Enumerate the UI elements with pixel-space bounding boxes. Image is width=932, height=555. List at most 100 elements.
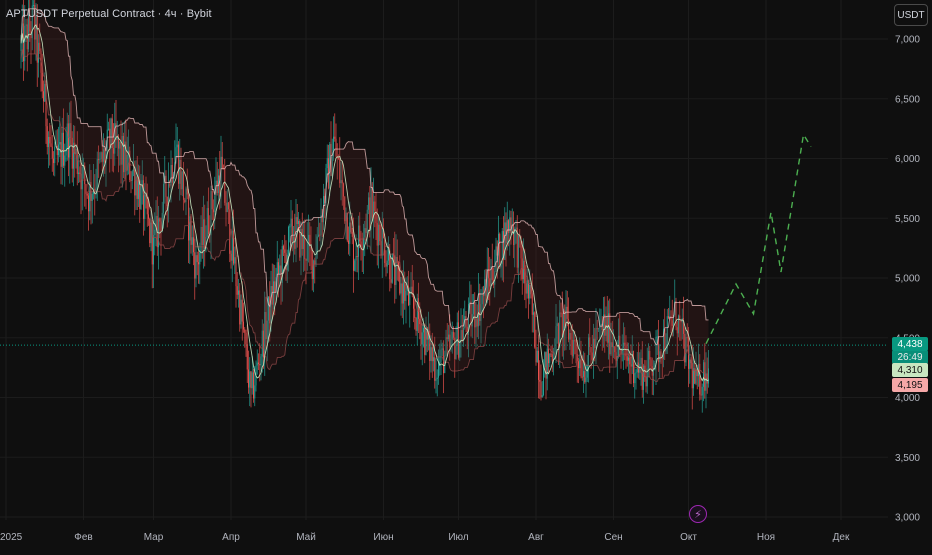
candle-body	[264, 311, 266, 358]
candle-body	[104, 149, 106, 163]
candle-body	[555, 326, 557, 358]
candle-body	[155, 215, 157, 230]
candle-body	[538, 350, 539, 380]
candle-body	[194, 252, 196, 279]
candle-body	[394, 255, 396, 285]
candle-body	[126, 154, 128, 171]
candle-body	[509, 217, 511, 233]
candle-body	[238, 290, 239, 295]
candle-body	[610, 342, 612, 355]
candle-body	[440, 349, 442, 362]
candle-body	[281, 246, 283, 283]
candle-body	[470, 301, 472, 327]
candle-body	[79, 172, 81, 174]
lightning-icon[interactable]: ⚡	[689, 505, 707, 523]
candle-body	[649, 350, 651, 360]
candle-body	[508, 220, 509, 233]
candle-body	[179, 159, 181, 184]
candle-body	[308, 234, 309, 242]
candle-body	[53, 158, 54, 164]
candle-body	[420, 324, 422, 345]
candle-body	[75, 148, 77, 154]
candle-body	[620, 349, 622, 354]
candle-body	[516, 227, 518, 268]
candle-body	[29, 14, 31, 32]
candle-body	[324, 196, 326, 204]
candle-body	[429, 330, 431, 361]
candle-body	[433, 357, 434, 362]
candle-body	[360, 241, 362, 250]
y-tick-label: 3,000	[895, 513, 920, 524]
candle-body	[49, 136, 51, 144]
candle-body	[259, 364, 261, 366]
candle-body	[183, 171, 184, 200]
candle-body	[201, 227, 203, 246]
candle-body	[603, 314, 604, 331]
candle-body	[195, 255, 197, 279]
candle-body	[241, 299, 243, 322]
candle-body	[666, 316, 668, 349]
candle-body	[50, 143, 52, 147]
candle-body	[78, 172, 79, 174]
candle-body	[456, 322, 458, 346]
candle-body	[409, 292, 411, 306]
candle-body	[656, 336, 658, 338]
candle-body	[531, 294, 533, 315]
upper-band-line	[20, 8, 709, 346]
candle-body	[358, 225, 359, 257]
candle-body	[271, 286, 273, 305]
candle-body	[301, 228, 303, 249]
y-tick-label: 6,500	[895, 94, 920, 105]
candle-body	[351, 232, 353, 237]
candle-body	[376, 223, 378, 246]
candle-body	[159, 218, 161, 222]
candle-body	[568, 318, 569, 340]
candle-body	[279, 265, 281, 275]
candle-body	[169, 184, 171, 186]
candle-body	[455, 345, 457, 360]
candle-body	[210, 191, 212, 236]
candle-body	[415, 317, 417, 331]
candle-body	[129, 150, 131, 180]
candle-body	[184, 199, 186, 203]
candle-body	[401, 283, 403, 304]
candle-body	[70, 123, 72, 138]
candle-body	[535, 347, 537, 363]
candle-body	[295, 217, 297, 249]
candle-body	[499, 233, 501, 268]
candle-body	[434, 357, 436, 381]
candle-body	[320, 215, 322, 235]
candle-body	[140, 184, 142, 209]
candle-body	[630, 364, 632, 367]
candle-body	[473, 302, 474, 315]
candle-body	[384, 237, 386, 264]
candle-body	[548, 348, 549, 364]
candle-body	[51, 146, 53, 159]
candle-body	[439, 361, 441, 363]
candle-body	[225, 202, 227, 213]
candle-body	[424, 328, 426, 355]
candle-body	[64, 155, 66, 166]
candle-body	[161, 212, 163, 232]
candle-body	[478, 293, 479, 327]
candle-body	[664, 328, 666, 352]
candle-body	[268, 296, 269, 321]
candle-body	[65, 149, 67, 156]
candle-body	[483, 295, 484, 297]
candle-body	[305, 259, 307, 261]
currency-button[interactable]: USDT	[894, 4, 928, 26]
candle-body	[34, 4, 36, 40]
candle-body	[654, 363, 656, 371]
candle-body	[690, 359, 692, 364]
candle-body	[373, 201, 374, 218]
candle-body	[374, 201, 376, 211]
candle-body	[634, 373, 636, 384]
candle-body	[601, 323, 603, 331]
candle-body	[63, 132, 64, 166]
candle-body	[36, 16, 38, 63]
candle-body	[108, 128, 109, 130]
candle-body	[534, 312, 536, 348]
candle-body	[311, 248, 313, 280]
